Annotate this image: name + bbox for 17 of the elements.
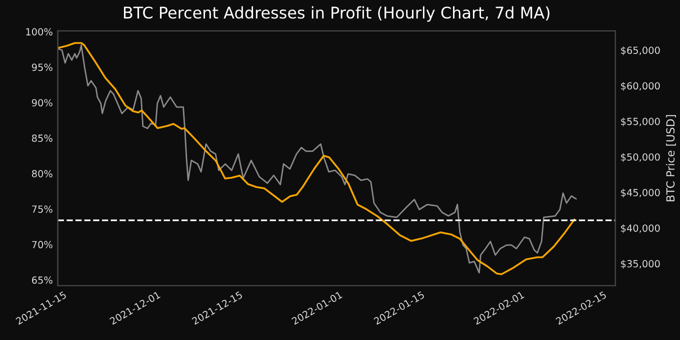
chart-title: BTC Percent Addresses in Profit (Hourly Chart, 7d MA): [124, 6, 550, 22]
y-tick-label: 95%: [32, 64, 52, 71]
y2-tick-label: $60,000: [621, 82, 660, 91]
y2-tick-label: $65,000: [621, 46, 660, 56]
y-tick-label: 80%: [32, 170, 52, 178]
y2-tick-label: $35,000: [621, 260, 660, 269]
y-tick-label: 75%: [32, 205, 52, 213]
y-tick-label: 85%: [32, 134, 52, 142]
y-tick-label: 90%: [32, 99, 52, 106]
y2-tick-label: $45,000: [621, 188, 660, 198]
y2-tick-label: $50,000: [621, 153, 660, 162]
y-tick-label: 100%: [26, 28, 52, 36]
y-tick-label: 65%: [32, 276, 52, 284]
y2-tick-label: $40,000: [621, 224, 660, 234]
y2-tick-label: $55,000: [621, 118, 660, 126]
y2-axis-title: BTC Price [USD]: [666, 115, 676, 202]
y-tick-label: 70%: [32, 240, 52, 248]
